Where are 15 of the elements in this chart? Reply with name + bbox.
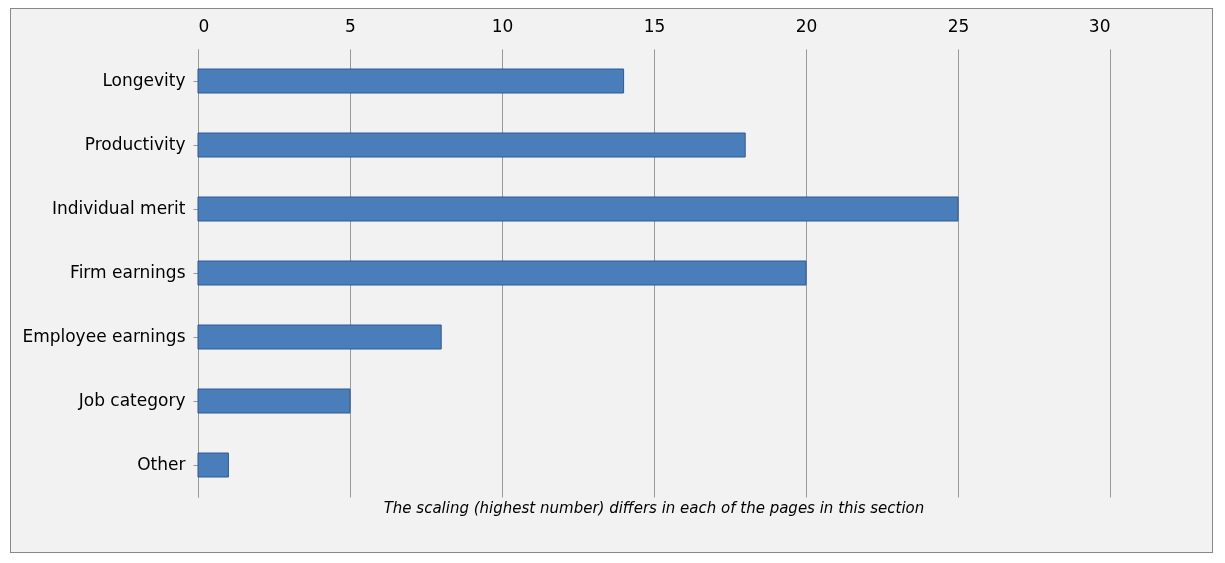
x-tick-label: 25 (947, 15, 970, 36)
x-tick-label: 10 (491, 15, 514, 36)
x-tick-label: 0 (198, 15, 210, 36)
y-tick-label: Longevity (102, 70, 186, 90)
x-tick-label: 5 (345, 15, 356, 36)
y-tick-label: Job category (77, 390, 186, 410)
y-tick-label: Employee earnings (22, 326, 186, 346)
y-tick-label: Firm earnings (70, 262, 186, 282)
x-tick-label: 20 (795, 15, 818, 36)
text: The scaling (highest number) differs in each of the pages in this section (383, 499, 925, 517)
x-tick-label: 30 (1088, 15, 1111, 36)
y-tick-label: Individual merit (51, 198, 186, 218)
x-tick-label: 15 (643, 15, 666, 36)
y-tick-label: Productivity (84, 134, 186, 154)
y-tick-label: Other (137, 454, 186, 474)
